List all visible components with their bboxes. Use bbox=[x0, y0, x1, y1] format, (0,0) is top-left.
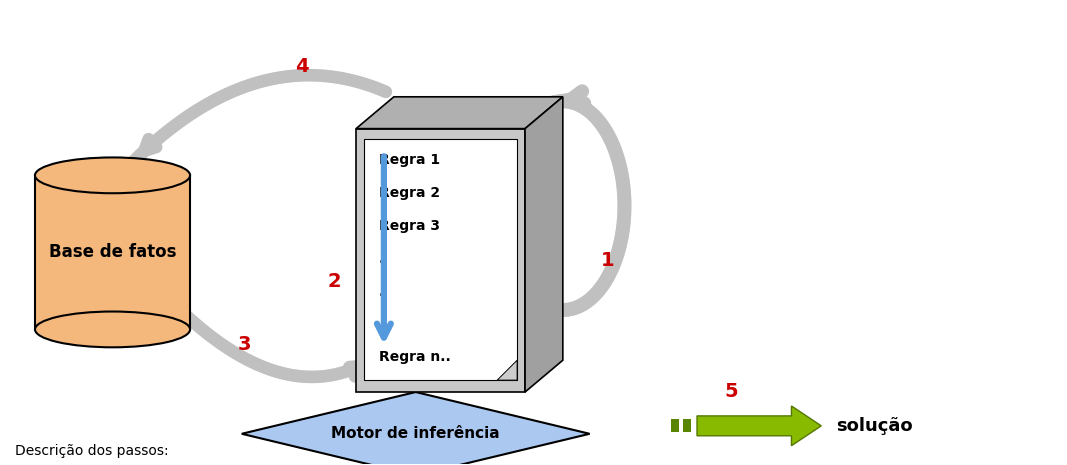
Ellipse shape bbox=[35, 158, 190, 193]
Text: 1: 1 bbox=[601, 251, 615, 270]
Text: solução: solução bbox=[837, 417, 912, 435]
Polygon shape bbox=[697, 406, 822, 446]
Text: 3: 3 bbox=[238, 335, 252, 354]
Text: Regra 3: Regra 3 bbox=[379, 219, 440, 233]
Polygon shape bbox=[356, 129, 525, 392]
Text: 4: 4 bbox=[294, 58, 308, 77]
Polygon shape bbox=[356, 97, 562, 129]
Text: Regra 2: Regra 2 bbox=[379, 186, 440, 200]
Text: .: . bbox=[379, 285, 384, 299]
Text: Descrição dos passos:: Descrição dos passos: bbox=[15, 444, 169, 458]
Text: Regra n..: Regra n.. bbox=[379, 350, 450, 364]
Polygon shape bbox=[35, 175, 190, 329]
Polygon shape bbox=[364, 139, 517, 380]
Text: .: . bbox=[379, 318, 384, 332]
Text: Regra 1: Regra 1 bbox=[379, 153, 440, 167]
Polygon shape bbox=[242, 392, 590, 465]
Ellipse shape bbox=[35, 312, 190, 347]
Text: Base de fatos: Base de fatos bbox=[49, 243, 176, 261]
Text: Motor de inferência: Motor de inferência bbox=[332, 426, 500, 441]
Polygon shape bbox=[525, 97, 562, 392]
Text: 5: 5 bbox=[724, 382, 737, 400]
Polygon shape bbox=[497, 360, 517, 380]
Text: .: . bbox=[379, 252, 384, 266]
Text: 2: 2 bbox=[328, 272, 341, 291]
Bar bbox=[671, 419, 679, 432]
Bar bbox=[683, 419, 691, 432]
